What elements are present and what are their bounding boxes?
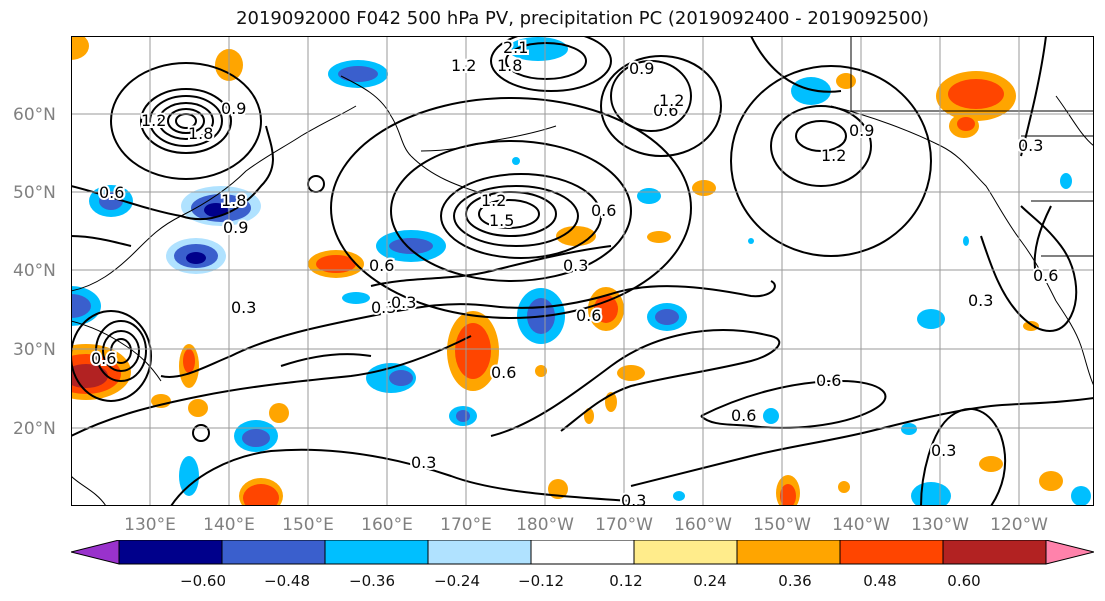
lat-label: 50°N — [13, 183, 56, 203]
colorbar — [71, 540, 1094, 565]
colorbar-segment — [942, 540, 1047, 565]
contour-label: 0.3 — [563, 256, 588, 275]
contour-label: 2.1 — [503, 38, 528, 57]
colorbar-extend-high — [1045, 540, 1094, 565]
lon-label: 160°E — [361, 515, 413, 535]
contour-label: 0.3 — [231, 298, 256, 317]
contour-label: 1.2 — [481, 191, 506, 210]
contour-label: 0.6 — [816, 371, 841, 390]
contour-label: 1.2 — [451, 56, 476, 75]
lat-label: 30°N — [13, 340, 56, 360]
contour-label: 0.9 — [629, 59, 654, 78]
pv-precip-map: 2.1 1.8 1.2 0.9 1.8 0.9 1.2 0.6 1.8 0.9 … — [71, 36, 1094, 506]
contour-label: 1.5 — [489, 211, 514, 230]
colorbar-tick: 0.60 — [947, 572, 981, 590]
contour-label: 0.6 — [731, 406, 756, 425]
contour-label: 0.6 — [91, 349, 116, 368]
colorbar-tick: 0.12 — [609, 572, 643, 590]
colorbar-segment — [427, 540, 532, 565]
lon-label: 130°E — [124, 515, 176, 535]
colorbar-tick: 0.36 — [778, 572, 812, 590]
lon-label: 120°W — [990, 515, 1048, 535]
contour-label: 0.3 — [371, 298, 396, 317]
colorbar-segment — [118, 540, 223, 565]
lon-label: 170°E — [440, 515, 492, 535]
colorbar-segment — [839, 540, 944, 565]
colorbar-segment — [736, 540, 841, 565]
lon-label: 140°E — [203, 515, 255, 535]
contour-label: 0.3 — [621, 491, 646, 506]
colorbar-tick: −0.12 — [518, 572, 564, 590]
lon-label: 140°W — [832, 515, 890, 535]
contour-label: 0.9 — [221, 99, 246, 118]
contour-label: 0.3 — [391, 293, 416, 312]
contour-label: 0.3 — [411, 453, 436, 472]
precip-shading — [71, 36, 1091, 506]
colorbar-tick: −0.24 — [434, 572, 480, 590]
colorbar-segment — [530, 540, 635, 565]
contour-labels: 2.1 1.8 1.2 0.9 1.8 0.9 1.2 0.6 1.8 0.9 … — [89, 36, 1060, 506]
contour-label: 0.6 — [591, 201, 616, 220]
lat-label: 60°N — [13, 105, 56, 125]
contour-label: 1.2 — [659, 91, 684, 110]
contour-label: 0.9 — [223, 218, 248, 237]
contour-label: 1.8 — [188, 124, 213, 143]
lon-label: 130°W — [911, 515, 969, 535]
contour-label: 0.6 — [1033, 266, 1058, 285]
contour-label: 0.6 — [491, 363, 516, 382]
pv-contours — [71, 36, 1094, 506]
contour-label: 0.3 — [1018, 136, 1043, 155]
lat-label: 20°N — [13, 419, 56, 439]
colorbar-tick: 0.48 — [863, 572, 897, 590]
contour-label: 0.6 — [99, 183, 124, 202]
contour-label: 0.3 — [968, 291, 993, 310]
contour-label: 0.6 — [576, 306, 601, 325]
coastlines — [71, 36, 1094, 506]
contour-label: 0.9 — [849, 121, 874, 140]
colorbar-segment — [221, 540, 326, 565]
contour-label: 1.8 — [221, 191, 246, 210]
contour-label: 1.2 — [821, 146, 846, 165]
lon-label: 150°E — [282, 515, 334, 535]
map-title: 2019092000 F042 500 hPa PV, precipitatio… — [236, 8, 929, 29]
contour-label: 1.2 — [141, 111, 166, 130]
contour-label: 0.6 — [369, 256, 394, 275]
lon-label: 160°W — [674, 515, 732, 535]
lon-label: 150°W — [753, 515, 811, 535]
colorbar-tick: −0.36 — [349, 572, 395, 590]
contour-label: 0.3 — [931, 441, 956, 460]
colorbar-segment — [633, 540, 738, 565]
colorbar-tick: −0.48 — [264, 572, 310, 590]
graticule — [71, 36, 1094, 506]
lat-label: 40°N — [13, 261, 56, 281]
colorbar-tick: −0.60 — [180, 572, 226, 590]
lon-label: 180°W — [516, 515, 574, 535]
contour-label: 1.8 — [497, 56, 522, 75]
colorbar-extend-low — [71, 540, 120, 565]
colorbar-tick: 0.24 — [693, 572, 727, 590]
lon-label: 170°W — [595, 515, 653, 535]
contour-label: 0.6 — [653, 101, 678, 120]
colorbar-segment — [324, 540, 429, 565]
